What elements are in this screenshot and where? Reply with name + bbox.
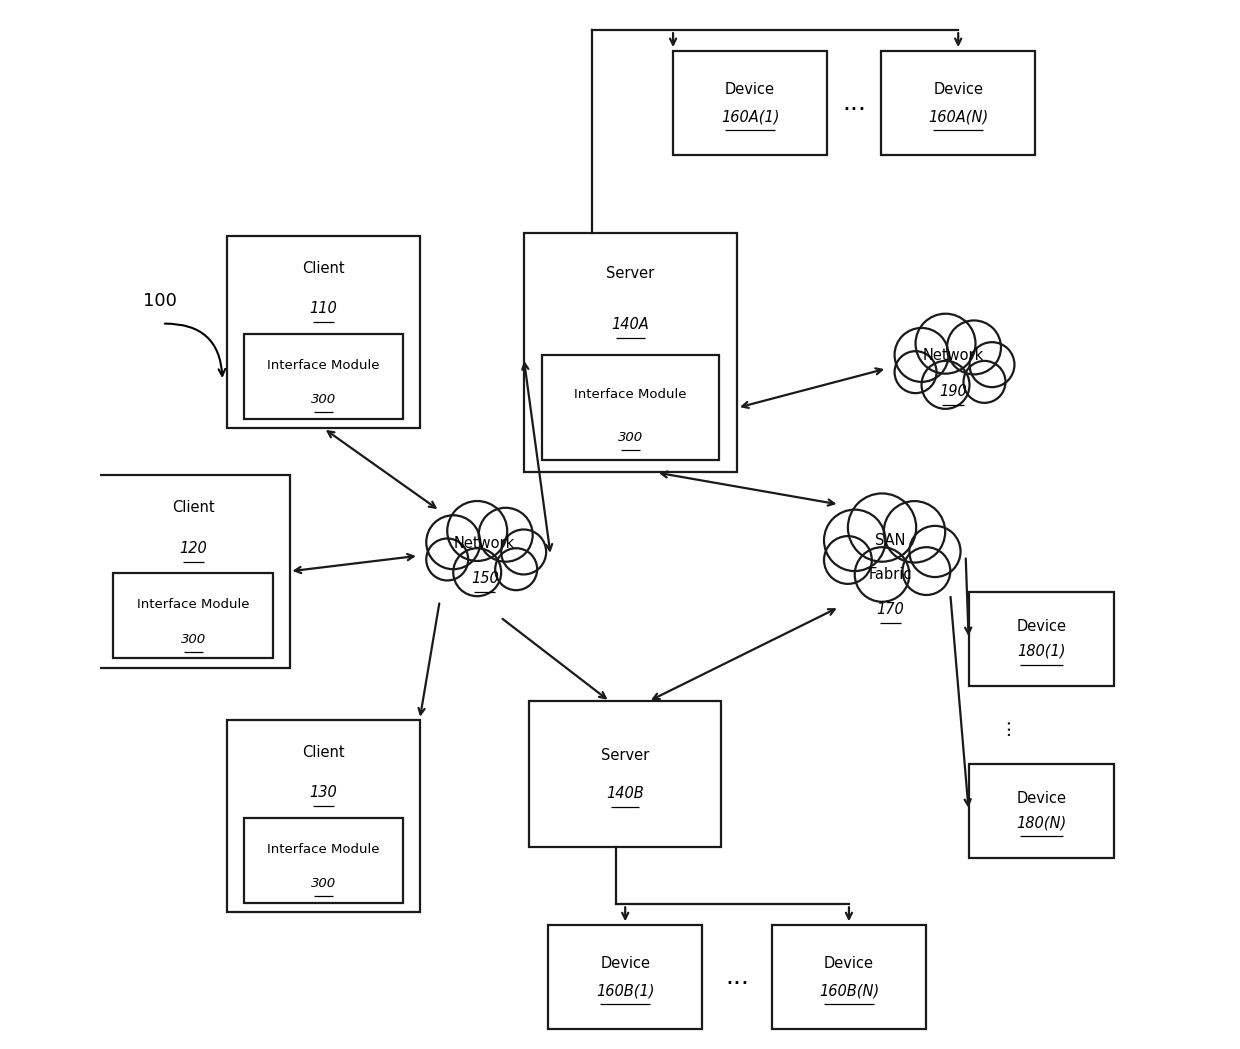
FancyArrowPatch shape <box>165 323 226 376</box>
FancyBboxPatch shape <box>968 592 1115 686</box>
Circle shape <box>884 501 945 562</box>
Text: 160B(1): 160B(1) <box>596 983 655 999</box>
Text: 170: 170 <box>877 602 904 617</box>
Circle shape <box>848 493 916 561</box>
Text: 160A(1): 160A(1) <box>720 109 779 124</box>
FancyBboxPatch shape <box>968 764 1115 857</box>
Text: 180(1): 180(1) <box>1017 644 1065 659</box>
Text: SAN: SAN <box>875 533 906 548</box>
Text: 110: 110 <box>310 301 337 317</box>
Text: Device: Device <box>1017 791 1066 806</box>
Circle shape <box>909 526 961 577</box>
Circle shape <box>825 510 885 571</box>
Circle shape <box>854 548 909 602</box>
Text: 130: 130 <box>310 786 337 800</box>
FancyBboxPatch shape <box>529 702 722 848</box>
FancyArrowPatch shape <box>327 431 435 508</box>
FancyBboxPatch shape <box>548 925 702 1029</box>
FancyBboxPatch shape <box>113 573 273 658</box>
FancyArrowPatch shape <box>502 619 605 699</box>
Text: Device: Device <box>934 82 983 97</box>
Text: 180(N): 180(N) <box>1017 815 1066 831</box>
Text: Network: Network <box>923 348 983 363</box>
Circle shape <box>903 548 950 595</box>
Circle shape <box>825 536 872 584</box>
Circle shape <box>921 361 970 409</box>
Circle shape <box>963 361 1006 403</box>
FancyBboxPatch shape <box>227 720 419 913</box>
Circle shape <box>454 549 501 596</box>
Text: 300: 300 <box>618 431 644 444</box>
Text: Interface Module: Interface Module <box>267 359 379 371</box>
FancyArrowPatch shape <box>653 609 835 699</box>
FancyArrowPatch shape <box>670 33 676 45</box>
Text: Server: Server <box>606 266 655 281</box>
Text: Device: Device <box>725 82 775 97</box>
Circle shape <box>479 508 533 561</box>
Text: Client: Client <box>303 745 345 759</box>
Circle shape <box>915 314 976 373</box>
Circle shape <box>970 342 1014 387</box>
FancyBboxPatch shape <box>97 475 290 667</box>
Text: 190: 190 <box>939 384 967 399</box>
FancyBboxPatch shape <box>542 356 719 461</box>
FancyBboxPatch shape <box>243 818 403 902</box>
FancyArrowPatch shape <box>295 554 414 573</box>
Text: Device: Device <box>1017 619 1066 635</box>
FancyArrowPatch shape <box>951 597 971 806</box>
FancyArrowPatch shape <box>419 603 439 714</box>
Text: Device: Device <box>823 956 874 971</box>
Text: Interface Module: Interface Module <box>267 842 379 856</box>
Circle shape <box>427 515 480 570</box>
Text: 140B: 140B <box>606 786 644 800</box>
Text: Interface Module: Interface Module <box>138 598 249 612</box>
Text: 300: 300 <box>311 877 336 891</box>
FancyArrowPatch shape <box>522 363 552 551</box>
Text: 300: 300 <box>181 633 206 646</box>
FancyArrowPatch shape <box>955 33 961 45</box>
Text: 300: 300 <box>311 393 336 406</box>
Circle shape <box>495 549 537 591</box>
FancyBboxPatch shape <box>227 236 419 428</box>
FancyArrowPatch shape <box>743 368 882 408</box>
Text: ...: ... <box>842 91 867 115</box>
FancyArrowPatch shape <box>661 471 835 506</box>
Circle shape <box>501 530 546 575</box>
Text: Client: Client <box>172 500 215 515</box>
Text: Fabric: Fabric <box>869 566 913 582</box>
FancyBboxPatch shape <box>523 233 737 472</box>
Text: 140A: 140A <box>611 317 650 331</box>
Text: 120: 120 <box>180 540 207 556</box>
FancyArrowPatch shape <box>622 907 629 919</box>
FancyArrowPatch shape <box>965 558 971 634</box>
FancyBboxPatch shape <box>882 51 1035 155</box>
Circle shape <box>448 501 507 561</box>
FancyBboxPatch shape <box>773 925 926 1029</box>
Text: Network: Network <box>454 536 516 551</box>
Text: 160A(N): 160A(N) <box>928 109 988 124</box>
Text: ...: ... <box>725 965 750 989</box>
Text: 150: 150 <box>471 571 498 586</box>
Text: 160B(N): 160B(N) <box>818 983 879 999</box>
Text: Server: Server <box>601 748 650 763</box>
Circle shape <box>947 320 1001 374</box>
Text: Interface Module: Interface Module <box>574 388 687 401</box>
Circle shape <box>894 328 949 382</box>
FancyBboxPatch shape <box>243 334 403 419</box>
FancyBboxPatch shape <box>673 51 827 155</box>
Circle shape <box>894 351 936 393</box>
Text: 100: 100 <box>144 292 177 309</box>
Text: ...: ... <box>993 716 1013 734</box>
Circle shape <box>427 538 469 580</box>
Text: Device: Device <box>600 956 650 971</box>
Text: Client: Client <box>303 261 345 276</box>
FancyArrowPatch shape <box>846 907 852 919</box>
